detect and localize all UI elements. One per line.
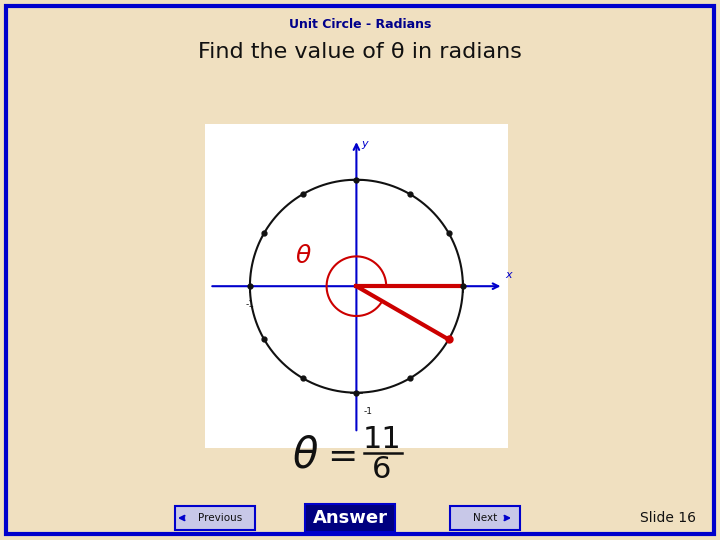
Text: Next: Next	[473, 513, 497, 523]
Text: $\theta$: $\theta$	[294, 245, 312, 268]
Text: Answer: Answer	[312, 509, 387, 527]
Text: Previous: Previous	[198, 513, 242, 523]
Text: -1: -1	[364, 407, 373, 415]
Text: $\theta$: $\theta$	[292, 434, 318, 476]
Text: Unit Circle - Radians: Unit Circle - Radians	[289, 18, 431, 31]
FancyBboxPatch shape	[305, 504, 395, 532]
Text: y: y	[361, 139, 369, 149]
Text: Slide 16: Slide 16	[640, 511, 696, 525]
FancyBboxPatch shape	[175, 506, 255, 530]
Text: Find the value of θ in radians: Find the value of θ in radians	[198, 42, 522, 62]
FancyBboxPatch shape	[450, 506, 520, 530]
Bar	[205, 124, 508, 448]
Text: 6: 6	[372, 455, 392, 483]
Text: =: =	[327, 440, 357, 474]
Text: x: x	[505, 270, 512, 280]
Text: 11: 11	[363, 424, 401, 454]
Text: -1: -1	[246, 300, 254, 309]
